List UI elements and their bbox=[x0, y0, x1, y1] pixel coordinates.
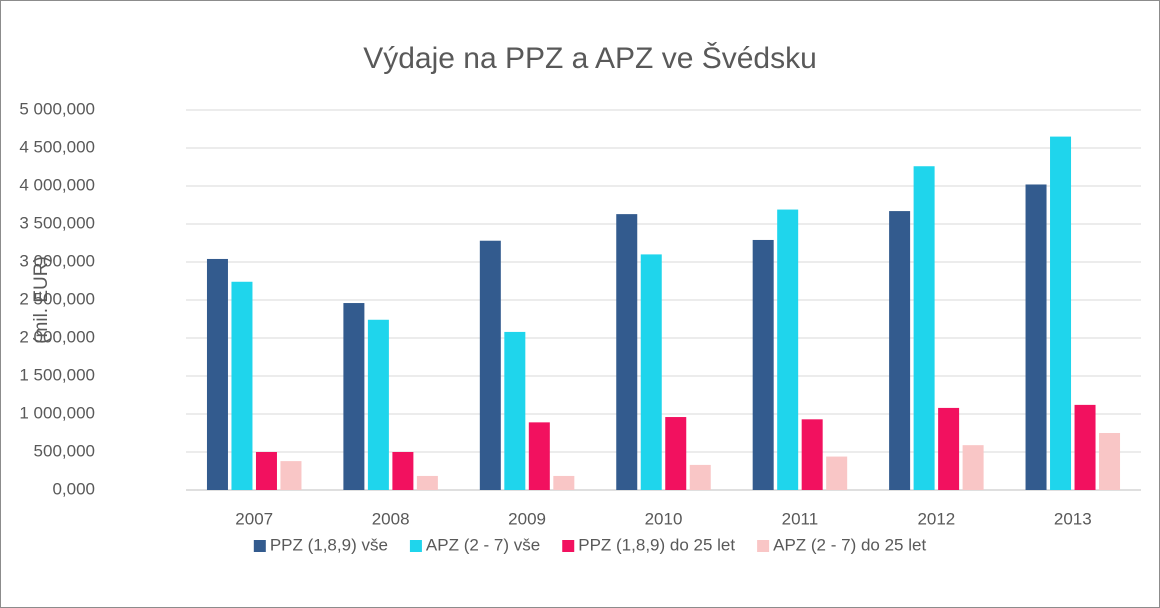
legend-label: APZ (2 - 7) vše bbox=[426, 535, 540, 554]
bar bbox=[1099, 433, 1121, 490]
x-tick-label: 2012 bbox=[917, 509, 955, 528]
legend-label: APZ (2 - 7) do 25 let bbox=[773, 535, 926, 554]
bar bbox=[255, 452, 277, 490]
y-tick-label: 3 500,000 bbox=[19, 213, 95, 232]
bar bbox=[392, 452, 414, 490]
legend-swatch bbox=[409, 540, 422, 552]
y-tick-label: 2 000,000 bbox=[19, 327, 95, 346]
chart-title: Výdaje na PPZ a APZ ve Švédsku bbox=[363, 41, 817, 75]
y-axis-label: (mil. EUR) bbox=[31, 256, 52, 344]
bar bbox=[343, 303, 365, 490]
x-tick-label: 2011 bbox=[782, 509, 819, 528]
bar bbox=[416, 475, 438, 490]
bar bbox=[1074, 404, 1096, 490]
bar bbox=[528, 422, 550, 490]
legend-label: PPZ (1,8,9) vše bbox=[270, 535, 388, 554]
bar bbox=[640, 254, 662, 490]
bar bbox=[913, 166, 935, 491]
legend-swatch bbox=[562, 540, 575, 552]
legend-swatch bbox=[253, 540, 266, 552]
bar bbox=[616, 214, 638, 490]
y-tick-label: 4 500,000 bbox=[19, 137, 95, 156]
bar bbox=[1025, 184, 1047, 491]
x-tick-label: 2007 bbox=[235, 509, 273, 528]
y-tick-label: 5 000,000 bbox=[19, 99, 95, 118]
y-tick-label: 2 500,000 bbox=[19, 289, 95, 308]
x-tick-label: 2013 bbox=[1054, 509, 1092, 528]
legend-swatch bbox=[757, 540, 770, 552]
x-tick-label: 2009 bbox=[508, 509, 546, 528]
bar bbox=[479, 240, 501, 490]
bar bbox=[689, 464, 711, 490]
y-tick-label: 0,000 bbox=[52, 479, 95, 498]
y-tick-label: 1 000,000 bbox=[19, 403, 95, 422]
bar bbox=[231, 281, 253, 490]
y-tick-label: 500,000 bbox=[34, 441, 95, 460]
legend-label: PPZ (1,8,9) do 25 let bbox=[578, 535, 735, 554]
bar bbox=[962, 445, 984, 490]
y-tick-label: 1 500,000 bbox=[19, 365, 95, 384]
x-tick-label: 2008 bbox=[372, 509, 410, 528]
bar bbox=[553, 475, 575, 490]
bar bbox=[801, 419, 823, 490]
bar bbox=[1050, 136, 1072, 490]
y-tick-label: 3 000,000 bbox=[19, 251, 95, 270]
y-tick-label: 4 000,000 bbox=[19, 175, 95, 194]
bar bbox=[280, 461, 302, 490]
x-tick-label: 2010 bbox=[645, 509, 683, 528]
bar bbox=[504, 331, 526, 490]
bar bbox=[752, 239, 774, 490]
bar bbox=[826, 456, 848, 490]
bar bbox=[367, 319, 389, 490]
bar bbox=[206, 258, 228, 490]
bar bbox=[665, 417, 687, 490]
bar bbox=[889, 211, 911, 490]
bar bbox=[938, 407, 960, 490]
bar bbox=[777, 209, 799, 490]
